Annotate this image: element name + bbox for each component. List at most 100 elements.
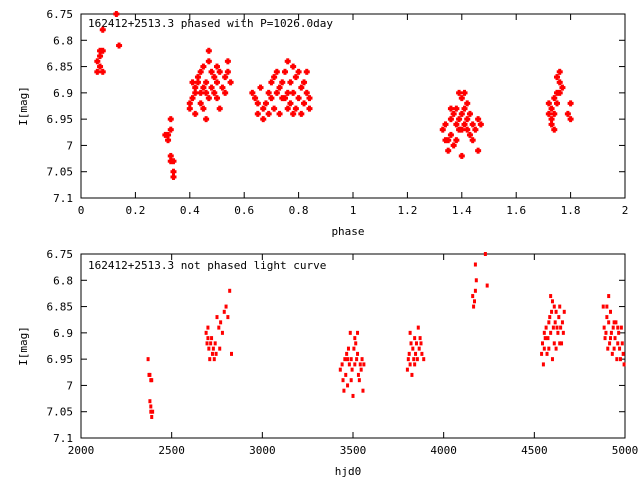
- unphased-data-point: [608, 309, 612, 314]
- phased-data-point: [287, 100, 294, 107]
- phased-x-tick-label: 0.6: [234, 204, 254, 217]
- unphased-data-point: [608, 341, 612, 346]
- unphased-data-point: [412, 357, 416, 362]
- unphased-data-point: [560, 341, 564, 346]
- unphased-data-point: [414, 351, 418, 356]
- unphased-data-point: [473, 262, 477, 267]
- phased-data-point: [208, 68, 215, 75]
- unphased-axis-ticks: 2000 2500 3000 3500 4000 4500 5000 6.75 6.8 6.85 6…: [47, 248, 639, 457]
- unphased-data-point: [616, 325, 620, 330]
- phased-data-point: [466, 131, 473, 138]
- unphased-data-point: [350, 367, 354, 372]
- phased-data-point: [545, 110, 552, 117]
- phased-data-point: [556, 79, 563, 86]
- unphased-data-point: [422, 357, 426, 362]
- unphased-data-point: [349, 378, 353, 383]
- phased-data-point: [290, 63, 297, 70]
- phased-data-point: [99, 68, 106, 75]
- unphased-data-point: [601, 304, 605, 309]
- phased-y-axis-label: I[mag]: [17, 86, 30, 126]
- phased-data-point: [477, 121, 484, 128]
- phased-data-point: [254, 110, 261, 117]
- unphased-data-point: [544, 325, 548, 330]
- unphased-data-point: [613, 336, 617, 341]
- phased-data-point: [469, 121, 476, 128]
- phased-data-point: [224, 68, 231, 75]
- phased-x-tick-label: 0.4: [180, 204, 200, 217]
- unphased-y-tick-label: 6.8: [53, 274, 73, 287]
- unphased-data-point: [146, 357, 150, 362]
- unphased-x-tick-label: 3500: [340, 444, 367, 457]
- unphased-data-point: [474, 278, 478, 283]
- phased-data-point: [205, 47, 212, 54]
- phased-data-point: [227, 79, 234, 86]
- unphased-data-point: [609, 330, 613, 335]
- unphased-data-point: [344, 372, 348, 377]
- phased-data-point: [192, 110, 199, 117]
- phased-data-point: [222, 89, 229, 96]
- phased-data-point: [194, 74, 201, 81]
- phased-data-point: [276, 84, 283, 91]
- phased-data-point: [271, 74, 278, 81]
- phased-data-point: [273, 68, 280, 75]
- phased-panel: 162412+2513.3 phased with P=1026.0day ph…: [17, 8, 628, 238]
- unphased-data-point: [349, 357, 353, 362]
- unphased-data-point: [542, 330, 546, 335]
- phased-data-point: [303, 89, 310, 96]
- phased-data-point: [456, 89, 463, 96]
- unphased-data-point: [357, 378, 361, 383]
- phased-data-point: [456, 116, 463, 123]
- unphased-data-point: [413, 362, 417, 367]
- unphased-data-point: [206, 325, 210, 330]
- unphased-data-point: [362, 362, 366, 367]
- phased-data-point: [290, 89, 297, 96]
- phased-data-point: [165, 137, 172, 144]
- phased-data-point: [200, 84, 207, 91]
- unphased-x-tick-label: 2500: [158, 444, 185, 457]
- phased-data-point: [167, 116, 174, 123]
- phased-data-point: [290, 110, 297, 117]
- phased-data-point: [306, 95, 313, 102]
- phased-data-point: [268, 79, 275, 86]
- phased-data-point: [205, 58, 212, 65]
- phased-data-point: [556, 68, 563, 75]
- unphased-data-point: [602, 325, 606, 330]
- phased-x-tick-label: 0: [78, 204, 85, 217]
- phased-data-point: [200, 63, 207, 70]
- unphased-data-point: [558, 304, 562, 309]
- unphased-data-point: [356, 351, 360, 356]
- phased-data-point: [464, 100, 471, 107]
- phased-x-tick-label: 1.8: [561, 204, 581, 217]
- phased-data-point: [298, 84, 305, 91]
- phased-data-point: [197, 100, 204, 107]
- unphased-plot-title: 162412+2513.3 not phased light curve: [88, 259, 326, 272]
- phased-data-point: [458, 95, 465, 102]
- unphased-y-tick-label: 6.9: [53, 327, 73, 340]
- unphased-data-point: [612, 320, 616, 325]
- unphased-data-point: [151, 409, 155, 414]
- unphased-x-tick-label: 2000: [68, 444, 95, 457]
- phased-data-point: [219, 84, 226, 91]
- unphased-data-point: [546, 336, 550, 341]
- phased-data-point: [548, 121, 555, 128]
- phased-data-point: [548, 105, 555, 112]
- phased-data-point: [461, 89, 468, 96]
- unphased-data-point: [224, 304, 228, 309]
- phased-data-point: [265, 89, 272, 96]
- unphased-data-point: [556, 330, 560, 335]
- unphased-data-point: [473, 288, 477, 293]
- unphased-data-point: [150, 414, 154, 419]
- unphased-data-point: [610, 351, 614, 356]
- unphased-data-point: [150, 378, 154, 383]
- phased-data-point: [445, 137, 452, 144]
- unphased-data-point: [410, 372, 414, 377]
- unphased-data-point: [616, 341, 620, 346]
- phased-data-point: [189, 95, 196, 102]
- unphased-data-point: [471, 294, 475, 299]
- unphased-data-point: [210, 351, 214, 356]
- unphased-data-point: [416, 325, 420, 330]
- unphased-data-point: [420, 351, 424, 356]
- phased-x-tick-label: 0.8: [289, 204, 309, 217]
- phased-data-point: [292, 105, 299, 112]
